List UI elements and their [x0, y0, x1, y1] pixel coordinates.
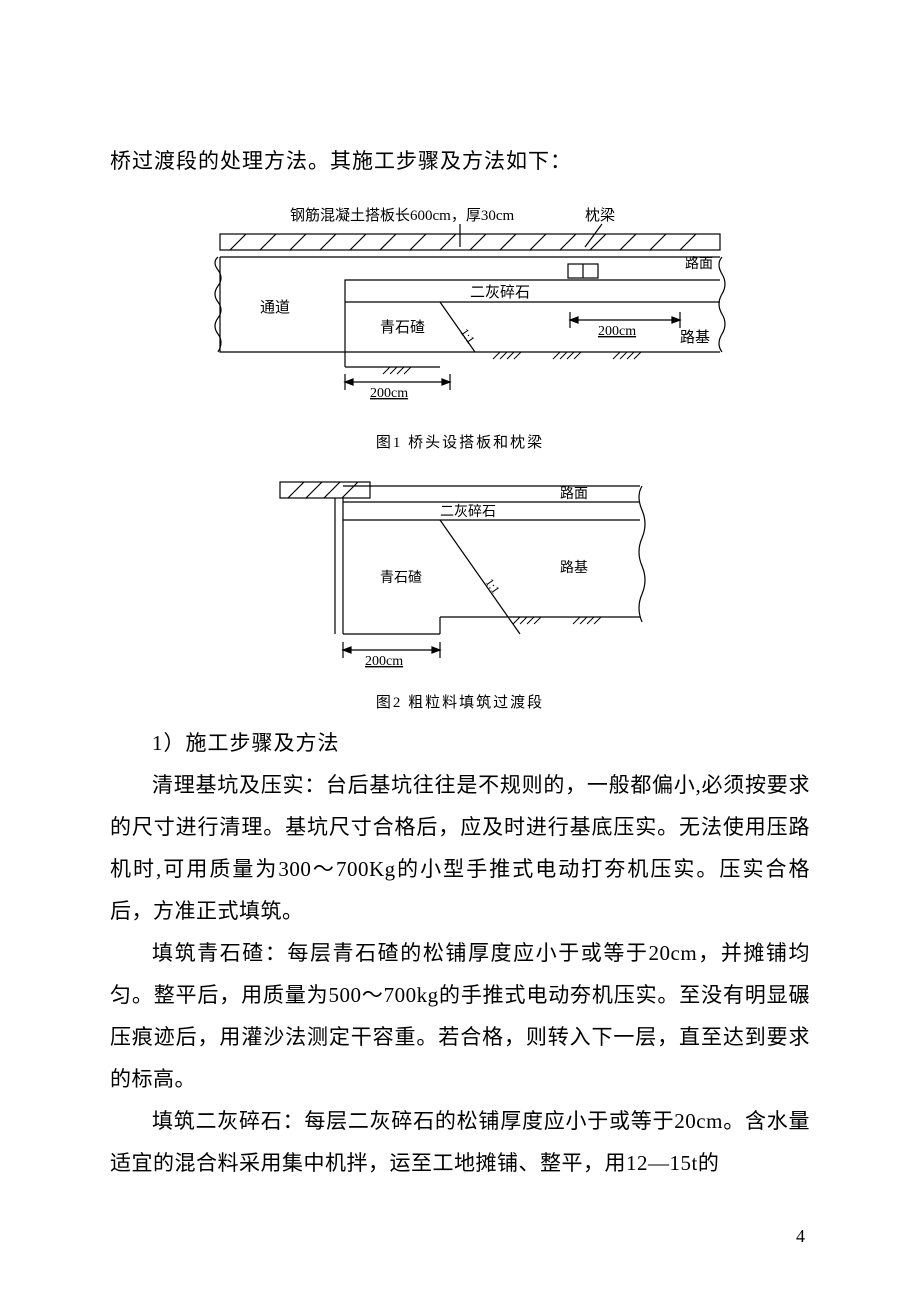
fig1-dim-upper: 200cm [598, 324, 636, 339]
section-heading: 1）施工步骤及方法 [110, 722, 810, 764]
paragraph-1: 清理基坑及压实：台后基坑往往是不规则的，一般都偏小,必须按要求的尺寸进行清理。基… [110, 764, 810, 932]
fig1-pillow-label: 枕梁 [585, 207, 615, 224]
fig1-lime-gravel: 二灰碎石 [470, 284, 530, 301]
fig1-top-label: 钢筋混凝土搭板长600cm，厚30cm [290, 206, 514, 224]
fig2-slope: 1:1 [483, 576, 503, 597]
paragraph-3: 填筑二灰碎石：每层二灰碎石的松铺厚度应小于或等于20cm。含水量适宜的混合料采用… [110, 1100, 810, 1184]
fig1-dim-lower: 200cm [370, 386, 408, 401]
fig2-dim: 200cm [365, 654, 403, 669]
fig1-blue-stone: 青石碴 [380, 319, 425, 336]
page-number: 4 [796, 1226, 805, 1247]
fig1-slope: 1:1 [458, 326, 478, 347]
figure-1-caption: 图1 桥头设搭板和枕梁 [110, 431, 810, 452]
fig2-road-surface: 路面 [560, 486, 588, 502]
intro-text: 桥过渡段的处理方法。其施工步骤及方法如下： [110, 140, 810, 182]
figure-2: 路面 二灰碎石 1:1 青石碴 路基 200cm 图2 粗粒料填筑过渡段 [110, 462, 810, 712]
fig1-road-surface: 路面 [685, 256, 713, 272]
fig2-blue-stone: 青石碴 [380, 570, 422, 586]
figure-1-svg: 钢筋混凝土搭板长600cm，厚30cm 枕梁 路面 通道 二灰碎石 [160, 202, 760, 422]
figure-1: 钢筋混凝土搭板长600cm，厚30cm 枕梁 路面 通道 二灰碎石 [110, 202, 810, 452]
paragraph-2: 填筑青石碴：每层青石碴的松铺厚度应小于或等于20cm，并摊铺均匀。整平后，用质量… [110, 932, 810, 1100]
fig2-lime-gravel: 二灰碎石 [440, 504, 496, 520]
fig1-roadbed: 路基 [680, 329, 710, 346]
fig2-roadbed: 路基 [560, 559, 588, 576]
fig1-channel: 通道 [260, 299, 290, 316]
figure-2-svg: 路面 二灰碎石 1:1 青石碴 路基 200cm [240, 462, 680, 682]
figure-2-caption: 图2 粗粒料填筑过渡段 [110, 691, 810, 712]
